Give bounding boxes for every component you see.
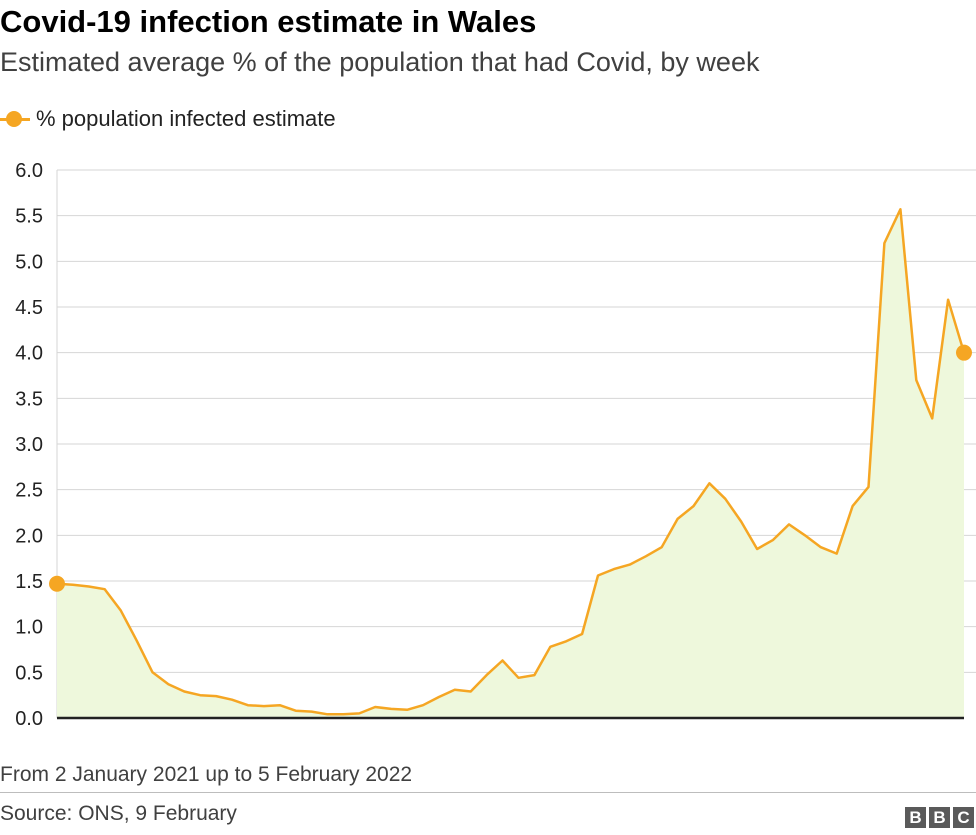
series-area-fill xyxy=(57,209,964,719)
bbc-logo: B B C xyxy=(905,807,974,828)
logo-letter: B xyxy=(905,807,926,828)
chart-legend: % population infected estimate xyxy=(0,106,336,132)
y-tick-label: 5.0 xyxy=(15,251,43,273)
y-tick-label: 2.5 xyxy=(15,480,43,502)
chart-title: Covid-19 infection estimate in Wales xyxy=(0,4,537,39)
logo-letter: C xyxy=(953,807,974,828)
footer-divider xyxy=(0,792,976,793)
y-tick-label: 1.0 xyxy=(15,617,43,639)
y-tick-label: 2.0 xyxy=(15,525,43,547)
series-line xyxy=(56,208,966,716)
y-tick-label: 1.5 xyxy=(15,571,43,593)
source-text: Source: ONS, 9 February xyxy=(0,802,237,825)
y-tick-label: 0.0 xyxy=(15,708,43,730)
end-marker xyxy=(956,344,972,361)
date-range-note: From 2 January 2021 up to 5 February 202… xyxy=(0,763,413,786)
y-tick-label: 6.0 xyxy=(15,160,43,182)
chart-area: 0.0 0.5 1.0 1.5 2.0 2.5 3.0 3.5 4.0 4.5 5.0 5.5 6.0 xyxy=(15,160,976,730)
y-tick-label: 3.5 xyxy=(15,388,43,410)
legend-swatch-icon xyxy=(0,106,32,132)
y-tick-label: 4.5 xyxy=(15,297,43,319)
legend-label: % population infected estimate xyxy=(36,106,336,131)
chart-subtitle: Estimated average % of the population th… xyxy=(0,47,760,77)
y-tick-label: 5.5 xyxy=(15,206,43,228)
y-tick-label: 0.5 xyxy=(15,662,43,684)
y-tick-label: 3.0 xyxy=(15,434,43,456)
y-tick-label: 4.0 xyxy=(15,343,43,365)
start-marker xyxy=(49,575,65,592)
logo-letter: B xyxy=(929,807,950,828)
